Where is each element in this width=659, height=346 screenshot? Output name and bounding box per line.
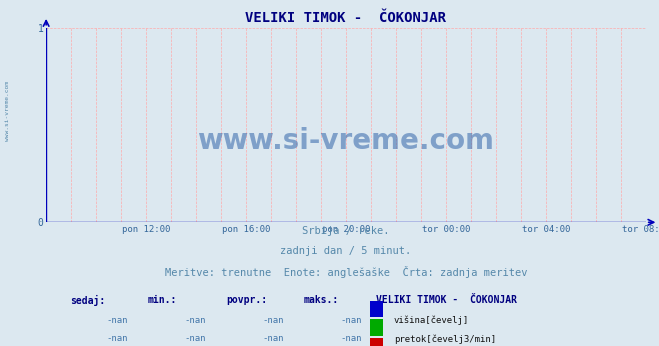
Text: -nan: -nan (184, 316, 206, 325)
Text: zadnji dan / 5 minut.: zadnji dan / 5 minut. (280, 246, 412, 256)
Text: -nan: -nan (262, 316, 283, 325)
Text: min.:: min.: (148, 295, 177, 305)
Bar (370, 301, 383, 317)
Title: VELIKI TIMOK -  ČOKONJAR: VELIKI TIMOK - ČOKONJAR (245, 11, 447, 25)
Text: -nan: -nan (184, 334, 206, 344)
Text: -nan: -nan (340, 316, 362, 325)
Text: pretok[čevelj3/min]: pretok[čevelj3/min] (394, 334, 496, 344)
Text: www.si-vreme.com: www.si-vreme.com (5, 81, 11, 141)
Text: povpr.:: povpr.: (226, 295, 267, 305)
Text: www.si-vreme.com: www.si-vreme.com (198, 127, 494, 155)
Text: maks.:: maks.: (304, 295, 339, 305)
Text: Meritve: trenutne  Enote: anglešaške  Črta: zadnja meritev: Meritve: trenutne Enote: anglešaške Črta… (165, 265, 527, 277)
Text: -nan: -nan (262, 334, 283, 344)
Text: -nan: -nan (340, 334, 362, 344)
Text: sedaj:: sedaj: (70, 295, 105, 306)
Text: VELIKI TIMOK -  ČOKONJAR: VELIKI TIMOK - ČOKONJAR (376, 295, 517, 305)
Bar (370, 338, 383, 346)
Text: -nan: -nan (106, 334, 128, 344)
Bar (370, 319, 383, 336)
Text: Srbija / reke.: Srbija / reke. (302, 226, 389, 236)
Text: -nan: -nan (106, 316, 128, 325)
Text: višina[čevelj]: višina[čevelj] (394, 316, 469, 325)
